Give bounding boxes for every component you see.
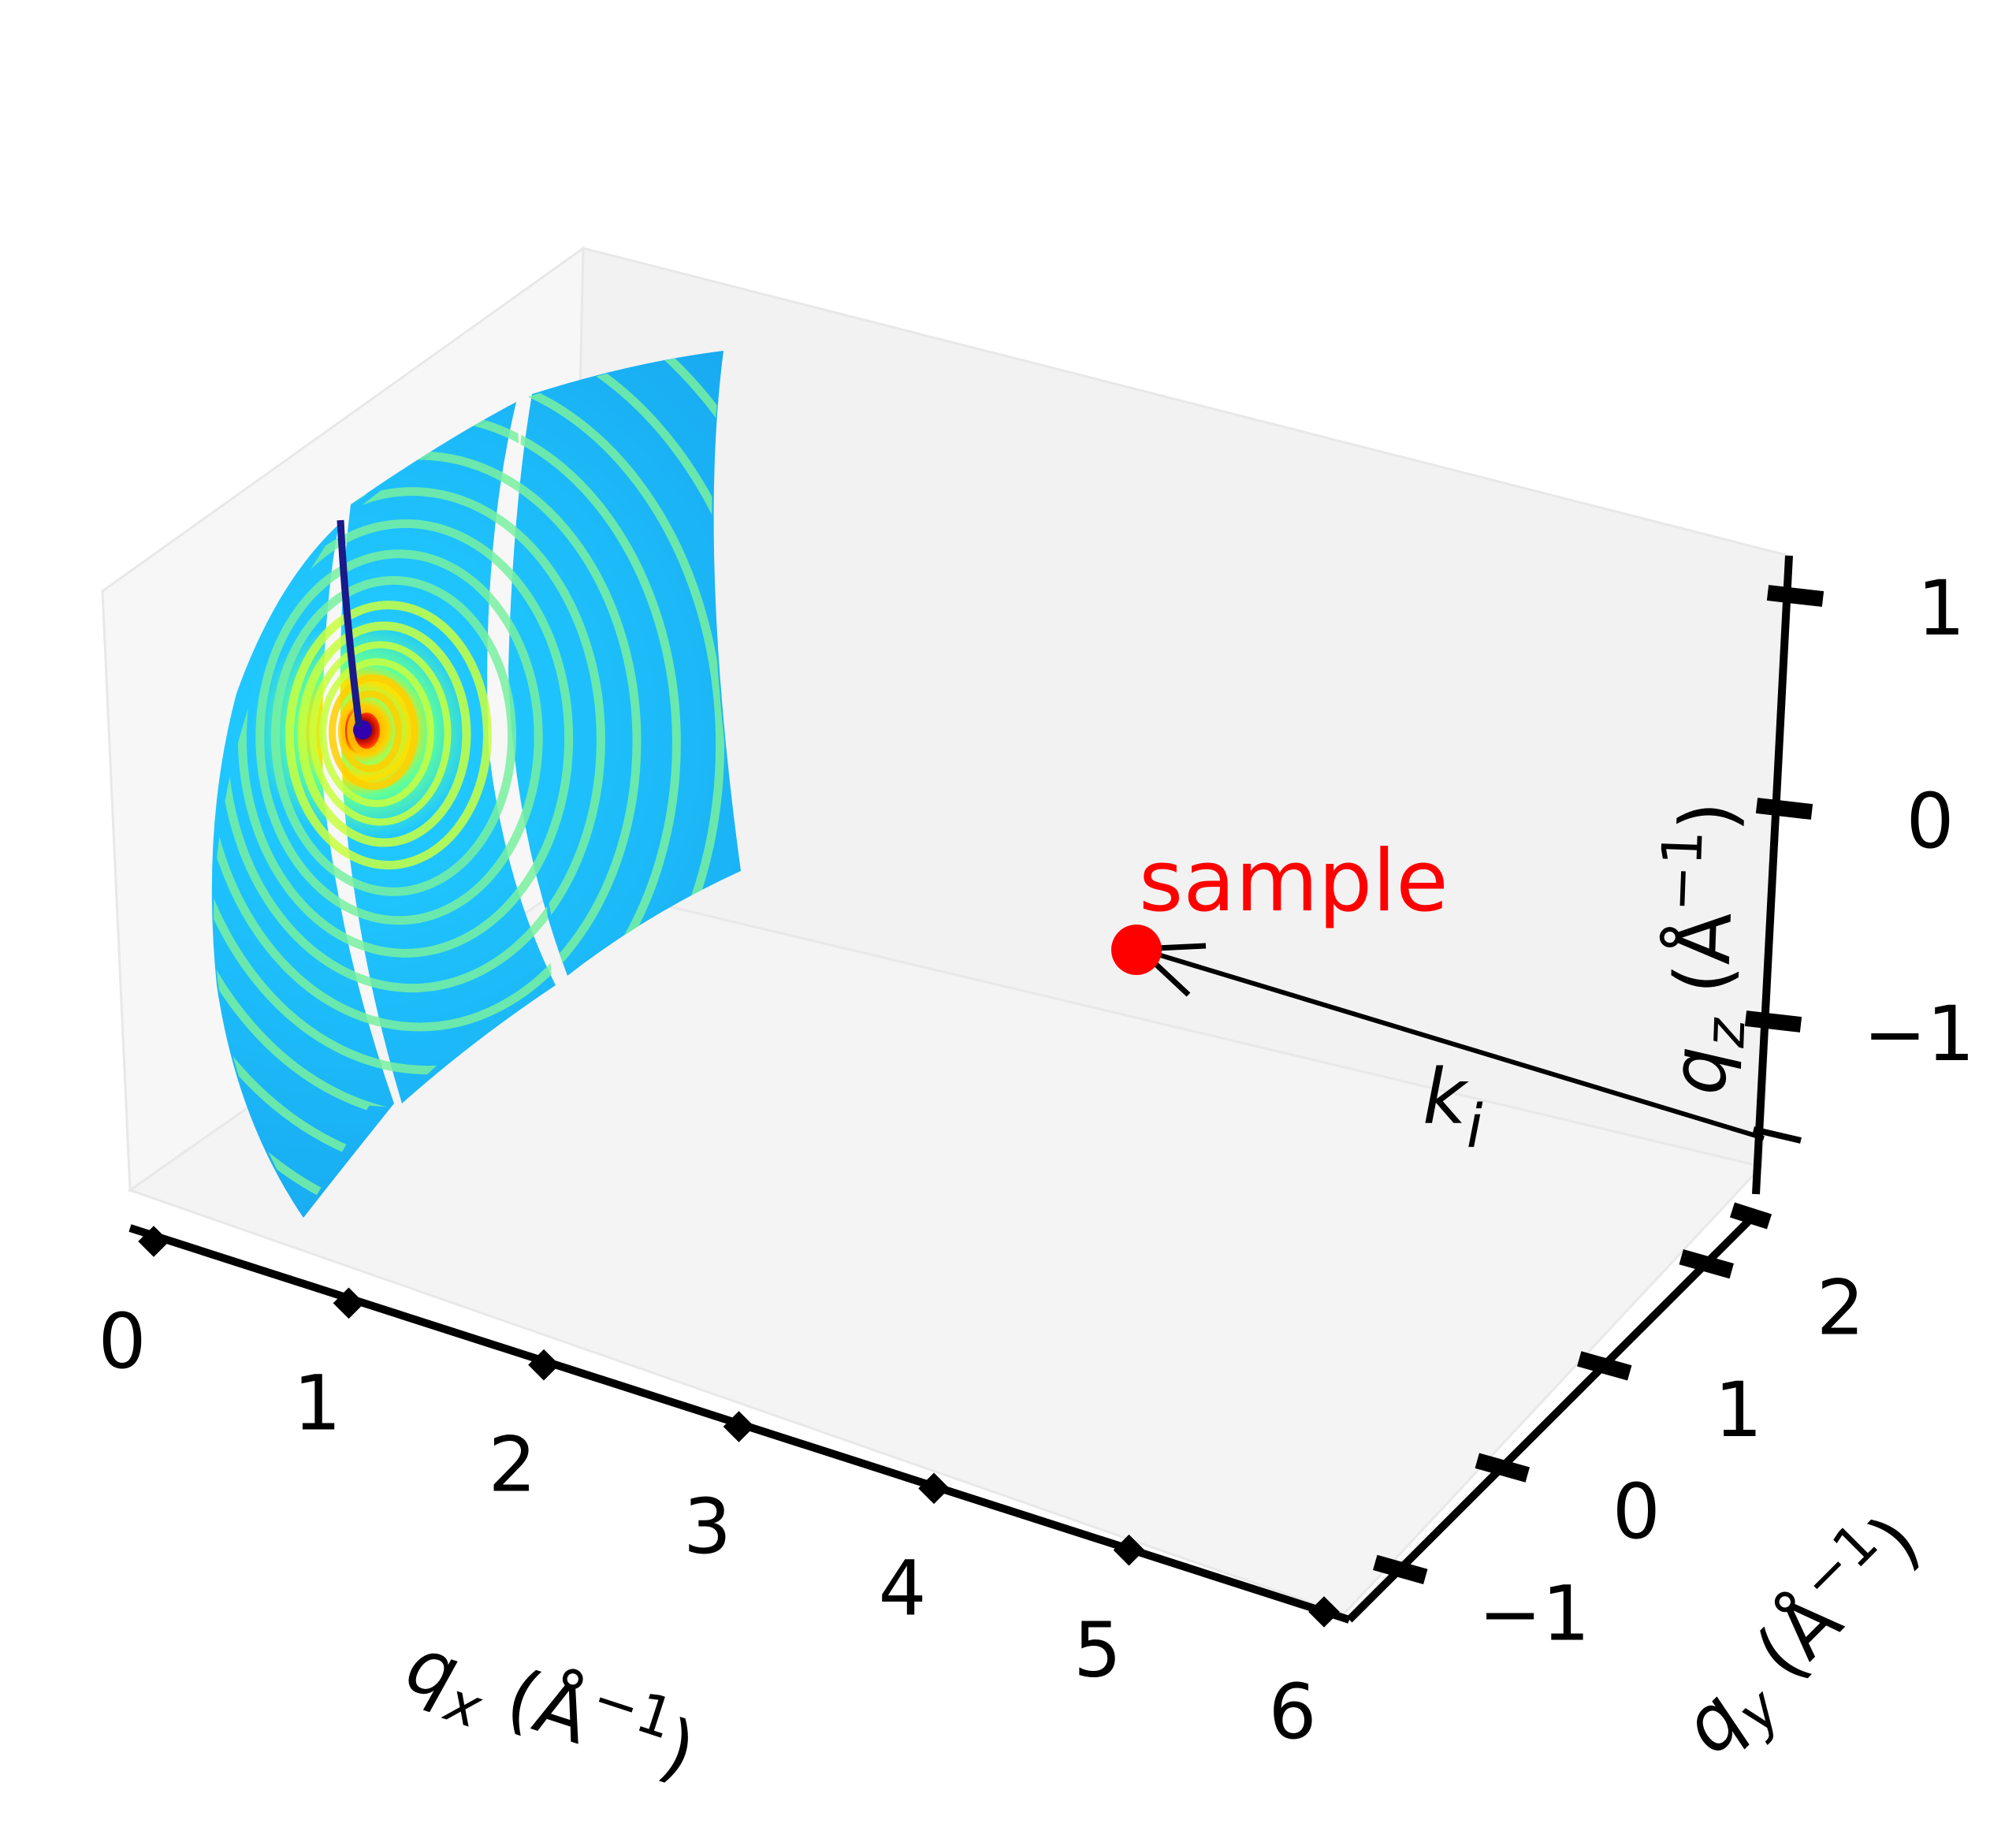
x-tick-mark — [1308, 1596, 1340, 1628]
beamstop-shadow — [337, 519, 363, 727]
x-tick-mark — [1113, 1534, 1145, 1566]
y-tick-mark — [1729, 1202, 1772, 1230]
y-tick-mark — [1679, 1248, 1734, 1279]
z-tick-mark — [1753, 1126, 1802, 1144]
x-tick-label: 6 — [1268, 1668, 1316, 1756]
z-tick-mark — [1755, 798, 1813, 820]
sample-point-label: sample — [1139, 832, 1449, 931]
diffraction-ring — [297, 621, 471, 847]
x-tick-label: 2 — [488, 1421, 536, 1509]
x-tick-label: 0 — [98, 1297, 146, 1386]
x-tick-label: 3 — [683, 1483, 731, 1571]
x-tick-mark — [918, 1472, 950, 1505]
y-axis-label: qy (Å−1) — [1656, 1489, 1946, 1779]
y-tick-mark — [1475, 1453, 1530, 1483]
y-axis-line — [1346, 1209, 1761, 1623]
diffraction-ring — [319, 658, 434, 808]
y-tick-label: 1 — [1714, 1366, 1762, 1454]
z-tick-label: −1 — [1863, 990, 1975, 1078]
x-tick-label: 1 — [293, 1359, 341, 1447]
ki-arrow: ki — [1133, 943, 1765, 1161]
diffraction-ring — [255, 549, 543, 925]
ki-arrow-label: ki — [1423, 1053, 1483, 1161]
z-tick-mark — [1744, 1010, 1802, 1033]
diffraction-ring — [237, 519, 574, 958]
sample-point-group: sample — [1111, 832, 1449, 975]
diffraction-ring — [337, 690, 403, 772]
x-tick-mark — [528, 1349, 560, 1381]
y-tick-mark — [1373, 1554, 1428, 1585]
diffraction-ring — [270, 575, 517, 896]
z-tick-mark — [1766, 585, 1824, 607]
y-tick-label: −1 — [1479, 1569, 1590, 1658]
diffraction-ring — [347, 705, 387, 757]
y-tick-label: 0 — [1612, 1468, 1661, 1556]
diffraction-ring — [285, 601, 492, 870]
y-tick-label: 2 — [1817, 1264, 1865, 1353]
diffraction-ring — [309, 641, 452, 826]
z-axis-label: qz (Å−1) — [1642, 800, 1765, 1097]
x-tick-label: 5 — [1073, 1606, 1121, 1695]
z-axis-line — [1752, 555, 1793, 1195]
axes-panes — [101, 246, 1791, 1616]
ki-arrow-shaft — [1139, 947, 1765, 1141]
sample-point — [1111, 925, 1162, 975]
z-tick-label: 1 — [1917, 564, 1965, 653]
x-tick-mark — [723, 1411, 755, 1442]
z-axis-ticks: −1 0 1 — [1744, 564, 1975, 1144]
z-axis: −1 0 1 qz (Å−1) — [1642, 555, 1975, 1195]
y-tick-mark — [1577, 1351, 1632, 1381]
z-tick-label: 0 — [1906, 777, 1954, 865]
x-axis-ticks: 0 1 2 3 4 5 6 — [98, 1226, 1340, 1756]
x-tick-label: 4 — [878, 1544, 926, 1632]
x-axis-label: qx (Å−1) — [392, 1608, 710, 1807]
diffraction-ring — [329, 674, 418, 790]
